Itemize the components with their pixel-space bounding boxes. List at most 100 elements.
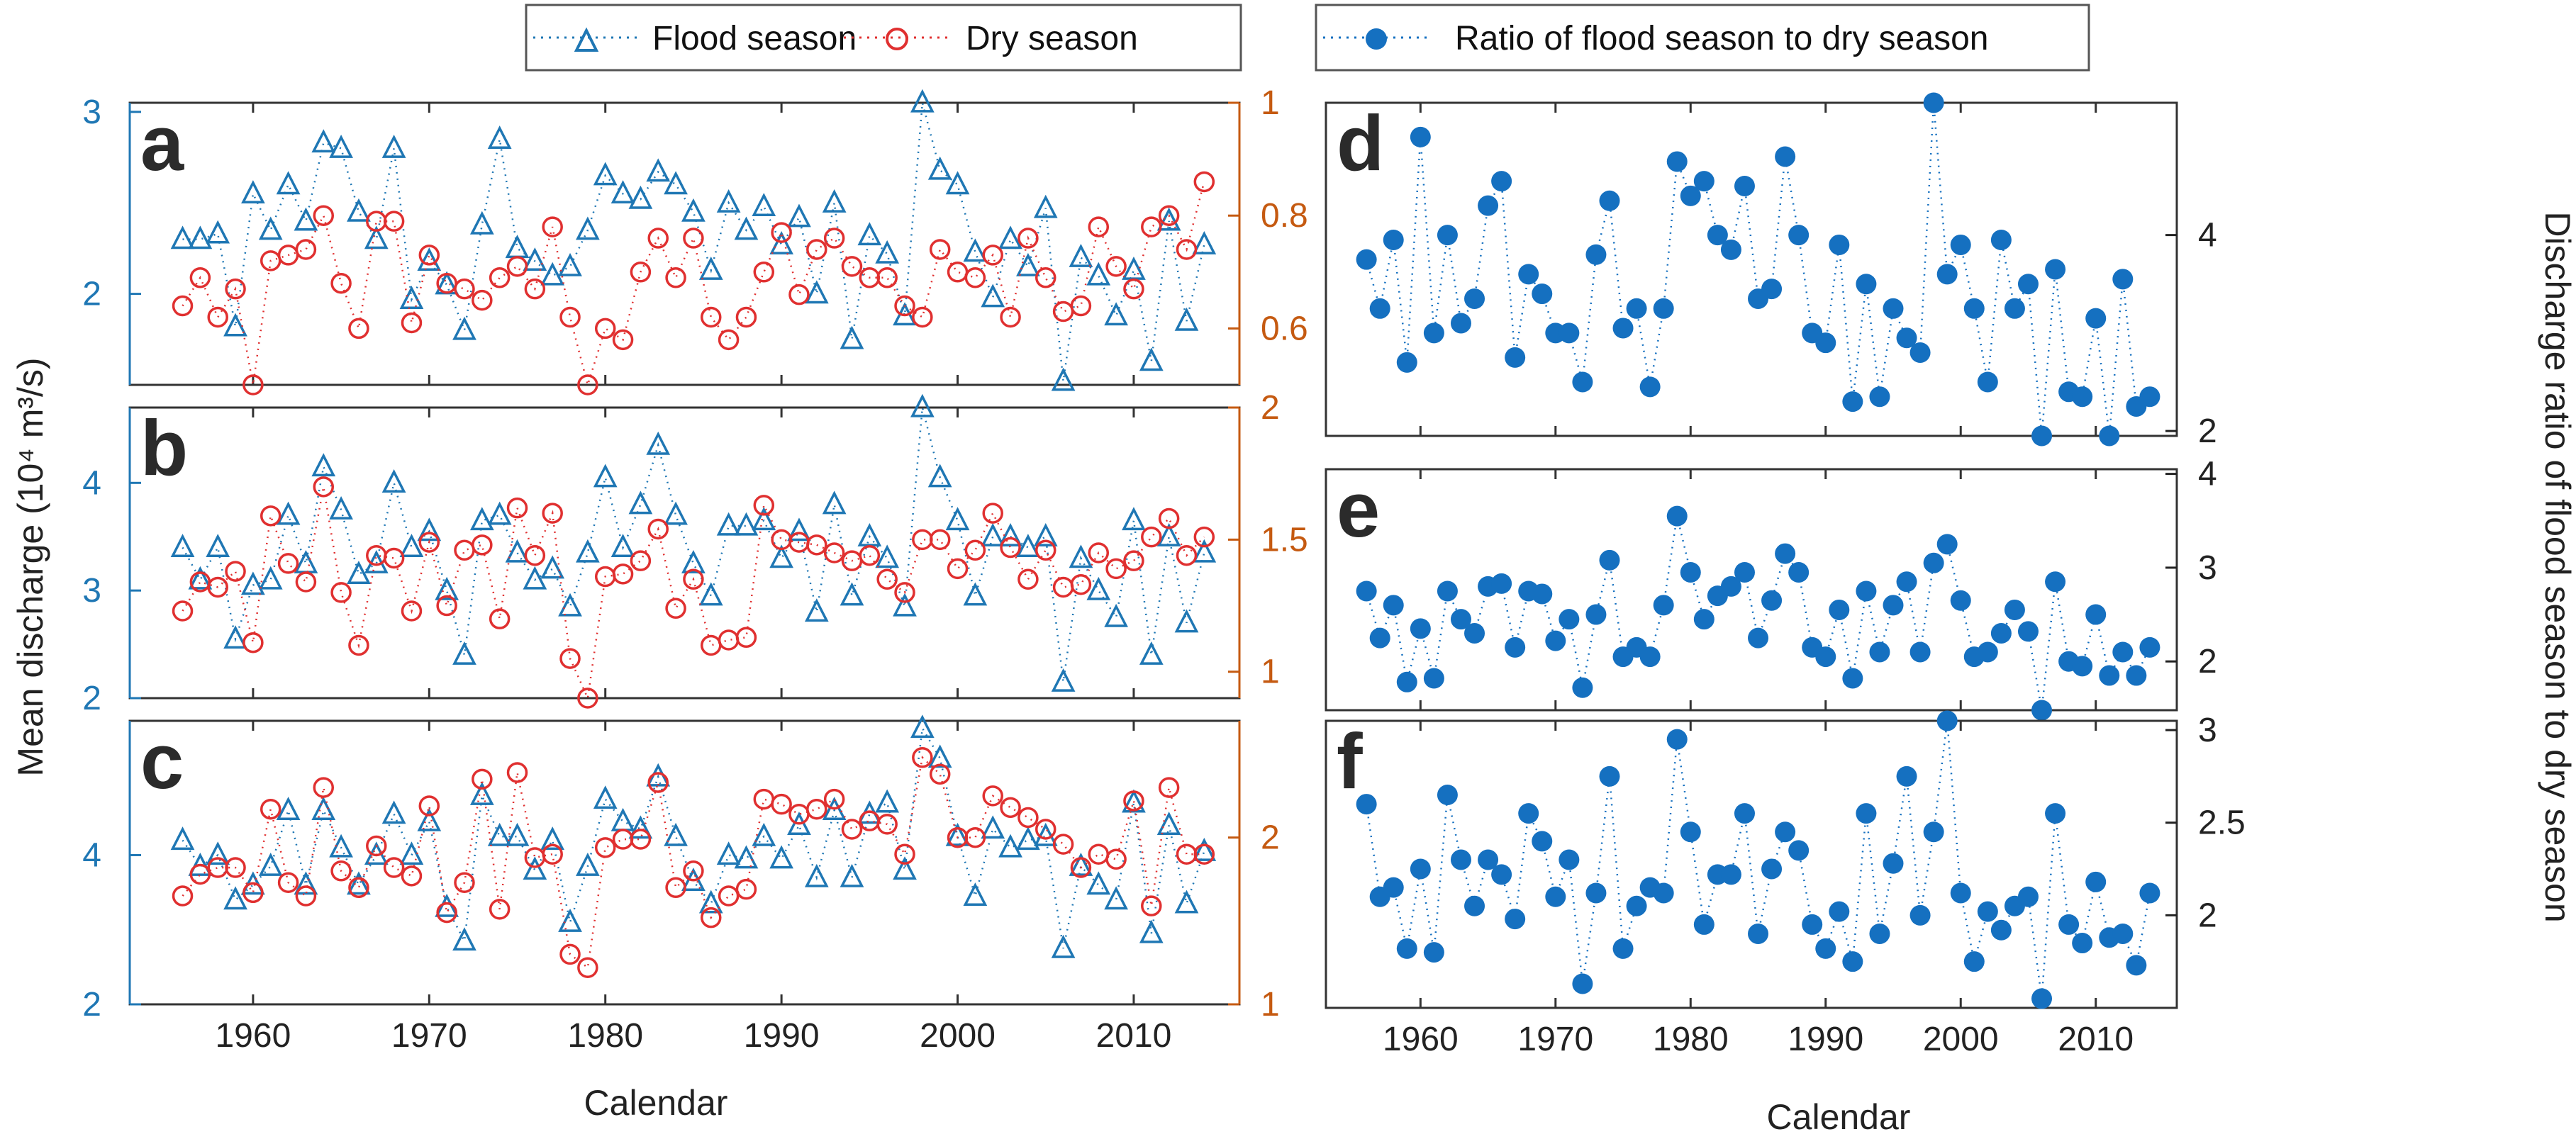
point-dry-a-2000 [947, 262, 969, 283]
point-dry-a-2005 [1035, 267, 1056, 288]
point-ratio-f-1969 [1532, 831, 1553, 852]
point-ratio-f-1983 [1720, 864, 1741, 885]
y-tick-label-right: 0.6 [1261, 310, 1308, 347]
point-flood-a-1961 [258, 216, 283, 240]
point-ratio-d-1981 [1693, 171, 1714, 192]
y-tick-label-right: 1.5 [1261, 521, 1308, 559]
point-flood-b-1963 [294, 549, 318, 573]
point-dry-a-1972 [454, 278, 475, 300]
point-flood-c-2003 [998, 834, 1022, 858]
point-ratio-d-2002 [1977, 371, 1998, 393]
point-ratio-f-2008 [2058, 914, 2080, 935]
point-dry-a-2012 [1158, 205, 1180, 226]
point-dry-a-1968 [383, 211, 405, 232]
point-ratio-d-1968 [1518, 264, 1539, 285]
point-flood-a-1960 [241, 180, 265, 204]
point-flood-c-1981 [610, 807, 635, 831]
point-flood-c-1976 [523, 856, 547, 880]
point-dry-a-1970 [418, 245, 440, 266]
point-ratio-e-1967 [1505, 636, 1526, 658]
point-flood-c-2013 [1174, 890, 1199, 914]
point-ratio-d-1991 [1829, 234, 1850, 255]
point-ratio-f-1995 [1883, 853, 1904, 874]
point-dry-a-1979 [577, 374, 598, 395]
point-ratio-d-2007 [2045, 259, 2066, 280]
point-dry-c-1958 [207, 857, 228, 878]
point-flood-c-1991 [787, 812, 811, 836]
legend-dry-marker [886, 28, 908, 50]
point-flood-b-1976 [523, 566, 547, 590]
point-dry-c-2009 [1105, 848, 1127, 870]
point-dry-a-1964 [313, 205, 335, 226]
panel-d: 2 4 d [1325, 92, 2217, 450]
point-ratio-e-1996 [1896, 571, 1917, 593]
point-ratio-f-1968 [1518, 803, 1539, 824]
point-dry-a-1976 [524, 278, 546, 300]
point-ratio-d-1971 [1559, 322, 1580, 344]
point-ratio-f-1994 [1869, 923, 1890, 944]
point-flood-c-1963 [294, 871, 318, 895]
x-tick-label: 2000 [1923, 1021, 1999, 1058]
point-flood-b-1956 [170, 534, 195, 558]
point-flood-a-1974 [487, 125, 512, 150]
point-flood-b-1985 [681, 549, 706, 573]
point-flood-b-1961 [258, 566, 283, 590]
point-ratio-d-1987 [1775, 146, 1796, 167]
point-dry-b-2008 [1088, 542, 1110, 563]
point-ratio-f-1997 [1909, 904, 1931, 926]
point-dry-b-1989 [753, 495, 775, 516]
point-dry-c-2004 [1017, 807, 1039, 829]
point-flood-b-1978 [558, 593, 582, 617]
point-flood-c-1992 [804, 863, 829, 887]
point-dry-b-1964 [313, 476, 335, 498]
point-ratio-f-1963 [1450, 849, 1471, 870]
point-flood-a-1990 [769, 231, 793, 254]
point-ratio-f-1971 [1559, 849, 1580, 870]
point-flood-a-1977 [540, 262, 565, 286]
point-dry-a-2002 [982, 245, 1003, 266]
point-flood-c-1984 [664, 822, 688, 846]
point-ratio-d-2006 [2031, 425, 2053, 447]
point-flood-a-2013 [1174, 307, 1199, 331]
point-dry-a-1984 [665, 267, 686, 288]
panel-b-frame [128, 406, 1241, 700]
point-flood-a-2000 [945, 171, 970, 195]
point-dry-a-1996 [876, 267, 898, 288]
point-flood-a-1976 [523, 247, 547, 271]
point-dry-a-1966 [348, 318, 369, 340]
point-dry-b-1998 [912, 529, 933, 551]
point-flood-c-1962 [276, 797, 301, 820]
point-flood-c-1997 [893, 856, 917, 880]
point-flood-c-2012 [1156, 812, 1181, 836]
y-axis-label-right: Discharge ratio of flood season to dry s… [2538, 211, 2576, 922]
panel-b: 2 3 4 1 1.5 2 b [82, 389, 1307, 717]
point-dry-a-2007 [1070, 295, 1092, 317]
point-dry-c-1982 [630, 829, 652, 850]
point-dry-c-1960 [242, 882, 264, 904]
legend-right: Ratio of flood season to dry season [1315, 4, 2090, 72]
point-ratio-d-1963 [1450, 313, 1471, 334]
point-dry-b-1970 [418, 532, 440, 553]
series-line-ratio-e [1365, 515, 2151, 711]
x-tick-label: 1970 [1517, 1021, 1593, 1058]
point-flood-b-1979 [576, 539, 600, 563]
point-flood-b-1992 [804, 598, 829, 622]
point-flood-b-1994 [840, 582, 864, 606]
point-ratio-e-1995 [1883, 595, 1904, 616]
point-flood-a-1967 [364, 225, 389, 249]
point-dry-c-2010 [1123, 790, 1144, 812]
point-flood-c-1990 [769, 845, 793, 869]
point-ratio-f-2001 [1963, 951, 1985, 972]
point-dry-c-1975 [506, 762, 528, 783]
point-dry-b-1973 [472, 534, 493, 556]
point-ratio-f-1967 [1505, 909, 1526, 930]
point-flood-b-2004 [1016, 534, 1040, 558]
point-dry-b-1971 [436, 595, 457, 617]
point-flood-a-1963 [294, 207, 318, 231]
panel-label-e: e [1337, 466, 1380, 554]
legend-ratio-label: Ratio of flood season to dry season [1455, 20, 1988, 57]
point-flood-c-2011 [1139, 919, 1164, 943]
point-dry-c-1964 [313, 777, 335, 798]
point-ratio-f-1993 [1856, 803, 1877, 824]
